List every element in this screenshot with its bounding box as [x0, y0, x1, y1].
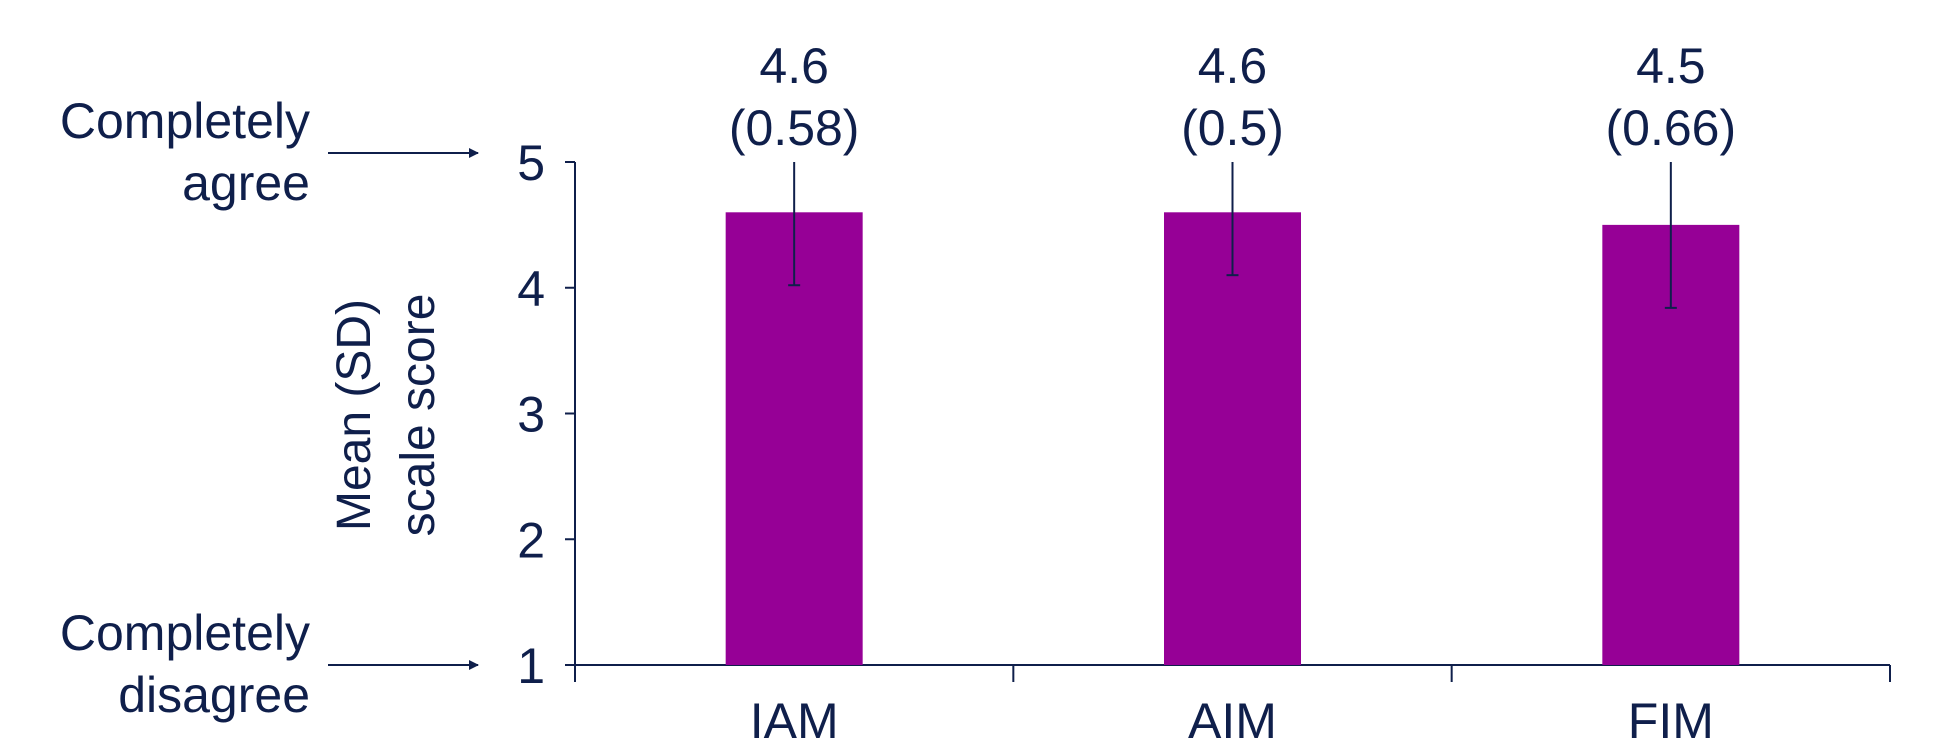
x-category-label-fim: FIM: [1628, 693, 1714, 745]
data-label-mean-fim: 4.5: [1636, 38, 1706, 94]
x-category-label-iam: IAM: [750, 693, 839, 745]
bar-aim: [1164, 212, 1301, 666]
x-category-label-aim: AIM: [1188, 693, 1277, 745]
data-label-mean-iam: 4.6: [759, 38, 829, 94]
top-anchor-label-line1: Completely: [60, 93, 310, 149]
top-anchor-label-line2: agree: [182, 155, 310, 211]
y-tick-label-2: 2: [517, 512, 545, 568]
data-label-sd-aim: (0.5): [1181, 100, 1284, 156]
y-axis-title-line1: Mean (SD): [328, 299, 381, 531]
bottom-anchor-label-line2: disagree: [118, 667, 310, 723]
y-axis-title: Mean (SD) scale score: [328, 294, 445, 537]
plot-area: 1 2 3 4 5 4.6 (0.58) IAM 4.6 (0.5) AIM 4.5 (0.66) FIM: [517, 38, 1891, 745]
data-label-mean-aim: 4.6: [1198, 38, 1268, 94]
y-tick-label-4: 4: [517, 261, 545, 317]
bottom-anchor-label-line1: Completely: [60, 605, 310, 661]
y-tick-label-3: 3: [517, 387, 545, 443]
y-tick-label-1: 1: [517, 638, 545, 694]
data-label-sd-fim: (0.66): [1606, 100, 1737, 156]
bar-iam: [725, 212, 863, 666]
y-axis-title-line2: scale score: [392, 294, 445, 537]
y-tick-label-5: 5: [517, 135, 545, 191]
data-label-sd-iam: (0.58): [729, 100, 860, 156]
